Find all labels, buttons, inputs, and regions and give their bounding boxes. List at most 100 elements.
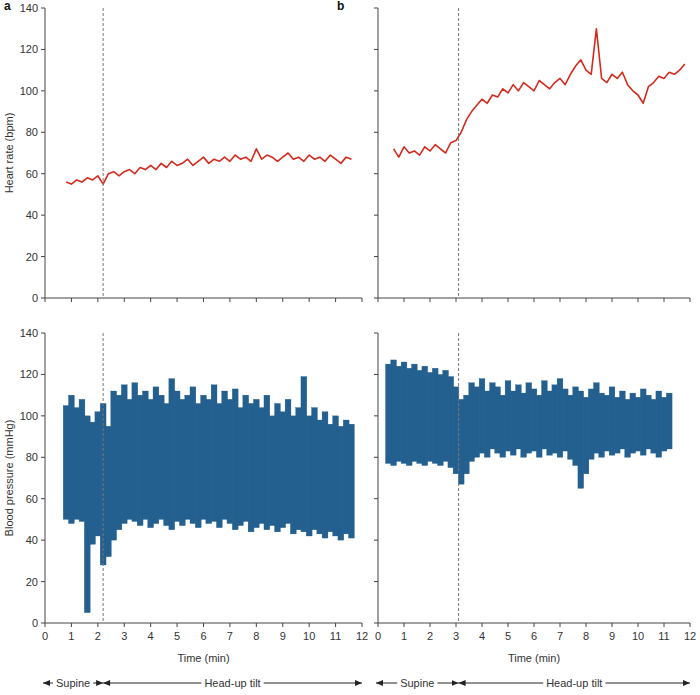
panel: 0204060801001201400123456789101112Blood … [3,327,368,689]
x-tick [456,298,457,302]
y-axis-line [378,8,379,298]
pressure-range-bar [469,383,475,462]
x-tick [335,298,336,302]
y-tick [374,498,378,499]
pressure-range-bar [327,424,333,532]
x-tick-label: 6 [200,630,206,642]
y-tick [374,173,378,174]
pressure-range-bar [458,399,464,484]
x-tick [124,623,125,627]
x-tick-label: 2 [427,630,433,642]
y-tick-label: 40 [26,209,38,221]
pressure-range-bar [285,399,291,523]
pressure-range-bar [121,385,127,524]
y-axis-label: Blood pressure (mmHg) [3,420,15,537]
x-tick-label: 4 [479,630,485,642]
pressure-range-bar [306,416,312,536]
pressure-range-bar [500,395,506,457]
x-tick [282,298,283,302]
pressure-range-bar [588,389,594,459]
y-tick-label: 140 [20,327,38,339]
x-tick [362,623,363,627]
pressure-range-bar [95,412,101,536]
pressure-range-bar [68,395,74,523]
pressure-range-bar [79,399,85,521]
x-tick [150,623,151,627]
heart-rate-line [394,29,685,157]
x-tick [150,298,151,302]
y-tick-label: 60 [26,493,38,505]
x-tick [282,623,283,627]
x-tick-label: 2 [95,630,101,642]
x-tick [203,298,204,302]
pressure-range-bar [132,383,138,522]
x-tick [256,623,257,627]
pressure-range-bar [562,389,568,451]
x-tick-label: 11 [658,630,669,642]
y-tick-label: 20 [26,576,38,588]
x-tick [586,298,587,302]
y-tick [374,132,378,133]
pressure-range-bar [148,399,154,527]
y-tick [374,581,378,582]
y-tick-label: 140 [20,2,38,14]
x-tick [482,298,483,302]
annotation-label: Supine [56,677,90,689]
x-tick [124,298,125,302]
pressure-range-bar [280,412,286,528]
y-tick [374,457,378,458]
tilt-line [458,333,459,623]
pressure-range-bar [594,383,600,453]
x-tick [430,623,431,627]
x-tick [690,298,691,302]
y-tick [41,623,45,624]
pressure-range-bar [211,385,217,522]
pressure-range-bar [474,387,480,457]
pressure-range-bar [74,408,80,520]
y-tick [41,173,45,174]
tilt-line [458,8,459,298]
x-tick-label: 9 [609,630,615,642]
pressure-range-bar [542,381,548,449]
y-tick-label: 100 [20,85,38,97]
y-tick-label: 80 [26,451,38,463]
pressure-range-bar [391,360,397,466]
y-tick [374,49,378,50]
pressure-range-bar [661,397,667,451]
y-tick [41,498,45,499]
pressure-range-bar [438,374,444,465]
pressure-range-bar [640,389,646,455]
pressure-range-bar [495,387,501,453]
x-tick [45,298,46,302]
pressure-range-bar [599,393,605,457]
pressure-range-bar [552,385,558,453]
x-tick [508,298,509,302]
y-tick-label: 60 [26,168,38,180]
x-tick [404,298,405,302]
x-tick [430,298,431,302]
x-tick-label: 7 [227,630,233,642]
pressure-range-bar [322,412,328,538]
x-tick [560,623,561,627]
annotation-label: Supine [400,677,434,689]
y-tick-label: 80 [26,126,38,138]
pressure-range-bar [290,416,296,534]
pressure-range-bar [406,368,412,465]
x-tick [203,623,204,627]
x-tick-label: 6 [531,630,537,642]
y-tick [41,374,45,375]
pressure-range-bar [656,391,662,457]
y-tick [374,256,378,257]
x-tick [612,298,613,302]
x-tick [335,623,336,627]
pressure-range-bar [646,395,652,449]
x-tick [586,623,587,627]
y-tick [41,581,45,582]
pressure-range-bar [484,391,490,457]
pressure-range-bar [301,377,307,532]
pressure-range-bar [275,403,281,531]
pressure-range-bar [338,426,344,540]
pressure-range-bar [448,377,454,468]
tilt-line [103,333,104,623]
pressure-range-bar [510,391,516,455]
